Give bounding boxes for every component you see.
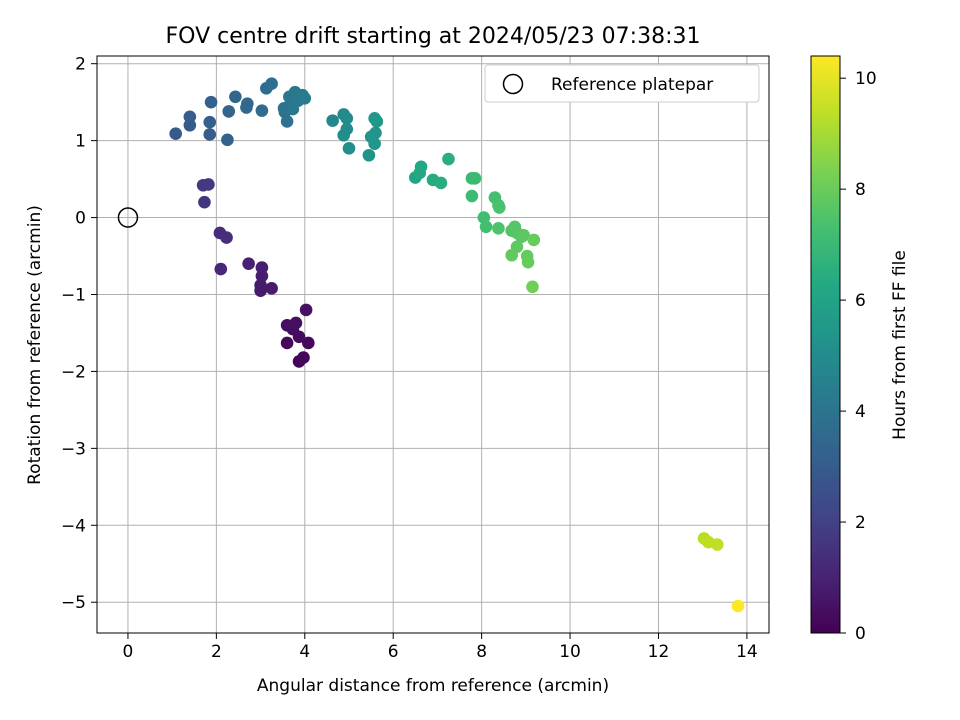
data-point xyxy=(492,222,505,235)
x-tick-label: 12 xyxy=(648,642,670,662)
data-point xyxy=(710,538,724,551)
data-point xyxy=(202,178,215,191)
reference-marker xyxy=(117,207,139,228)
y-tick-label: −4 xyxy=(61,516,86,536)
data-point xyxy=(517,228,530,242)
legend-entry-reference: Reference platepar xyxy=(551,75,713,95)
x-tick-label: 10 xyxy=(559,642,581,662)
data-point xyxy=(254,278,267,292)
data-point xyxy=(220,231,233,244)
grid-lines xyxy=(97,56,769,633)
legend: Reference platepar xyxy=(484,64,760,103)
data-point xyxy=(280,115,294,128)
data-point xyxy=(326,114,339,127)
y-tick-label: 1 xyxy=(75,132,86,152)
data-point xyxy=(731,599,745,613)
y-tick-label: 0 xyxy=(75,209,86,229)
data-point xyxy=(527,233,541,247)
data-point xyxy=(242,257,255,271)
colorbar-tick-label: 6 xyxy=(855,291,866,311)
data-point xyxy=(505,248,518,262)
x-axis-ticks: 0 2 4 6 8 10 12 14 xyxy=(123,633,758,662)
plot-frame xyxy=(96,55,770,634)
x-tick-label: 4 xyxy=(299,642,310,662)
data-point xyxy=(526,280,539,294)
colorbar-label: Hours from first FF file xyxy=(890,250,910,440)
legend-marker-reference xyxy=(502,73,524,95)
data-point xyxy=(298,92,312,105)
y-tick-label: 2 xyxy=(75,55,86,75)
reference-layer xyxy=(117,207,139,228)
data-point xyxy=(221,133,234,147)
colorbar-ticks: 0 2 4 6 8 10 xyxy=(840,69,877,644)
x-tick-label: 8 xyxy=(476,642,487,662)
data-point xyxy=(265,282,278,295)
y-tick-label: −5 xyxy=(61,593,86,613)
colorbar xyxy=(810,55,841,634)
data-point xyxy=(468,172,482,185)
data-point xyxy=(280,336,294,350)
data-points xyxy=(169,77,745,613)
data-point xyxy=(214,262,228,276)
x-axis-label: Angular distance from reference (arcmin) xyxy=(257,676,609,696)
y-tick-label: −3 xyxy=(61,439,86,459)
data-point xyxy=(340,112,354,125)
legend-box xyxy=(484,64,760,103)
data-point xyxy=(413,166,427,180)
data-point xyxy=(465,189,479,203)
y-tick-label: −1 xyxy=(61,285,86,305)
data-point xyxy=(241,97,254,110)
data-point xyxy=(222,105,236,118)
data-point xyxy=(479,220,493,234)
y-tick-label: −2 xyxy=(61,362,86,382)
colorbar-tick-label: 4 xyxy=(855,402,866,422)
colorbar-tick-label: 8 xyxy=(855,180,866,200)
data-point xyxy=(203,115,217,129)
x-tick-label: 14 xyxy=(736,642,758,662)
data-point xyxy=(203,128,217,141)
colorbar-tick-label: 2 xyxy=(855,513,866,533)
y-axis-ticks: −5 −4 −3 −2 −1 0 1 2 xyxy=(61,55,97,613)
chart-title: FOV centre drift starting at 2024/05/23 … xyxy=(166,24,701,49)
data-point xyxy=(493,201,506,214)
x-tick-label: 6 xyxy=(388,642,399,662)
data-point xyxy=(183,110,197,124)
data-point xyxy=(297,351,310,364)
data-point xyxy=(442,152,455,166)
x-tick-label: 0 xyxy=(123,642,134,662)
colorbar-tick-label: 0 xyxy=(855,624,866,644)
data-point xyxy=(255,261,269,274)
data-point xyxy=(337,128,350,142)
data-point xyxy=(302,336,315,350)
data-point xyxy=(299,303,313,317)
data-point xyxy=(289,316,303,330)
data-point xyxy=(362,148,376,162)
data-point xyxy=(369,126,382,140)
data-point xyxy=(434,176,448,190)
colorbar-tick-label: 10 xyxy=(855,69,877,89)
data-point xyxy=(255,104,269,117)
y-axis-label: Rotation from reference (arcmin) xyxy=(25,205,45,485)
x-tick-label: 2 xyxy=(211,642,222,662)
data-point xyxy=(368,137,381,151)
data-point xyxy=(198,195,211,209)
data-point xyxy=(370,115,384,128)
data-point xyxy=(204,95,218,109)
data-point xyxy=(521,255,535,269)
data-point xyxy=(342,142,356,155)
data-point xyxy=(229,90,242,104)
data-point xyxy=(169,127,182,141)
data-point xyxy=(265,77,278,90)
